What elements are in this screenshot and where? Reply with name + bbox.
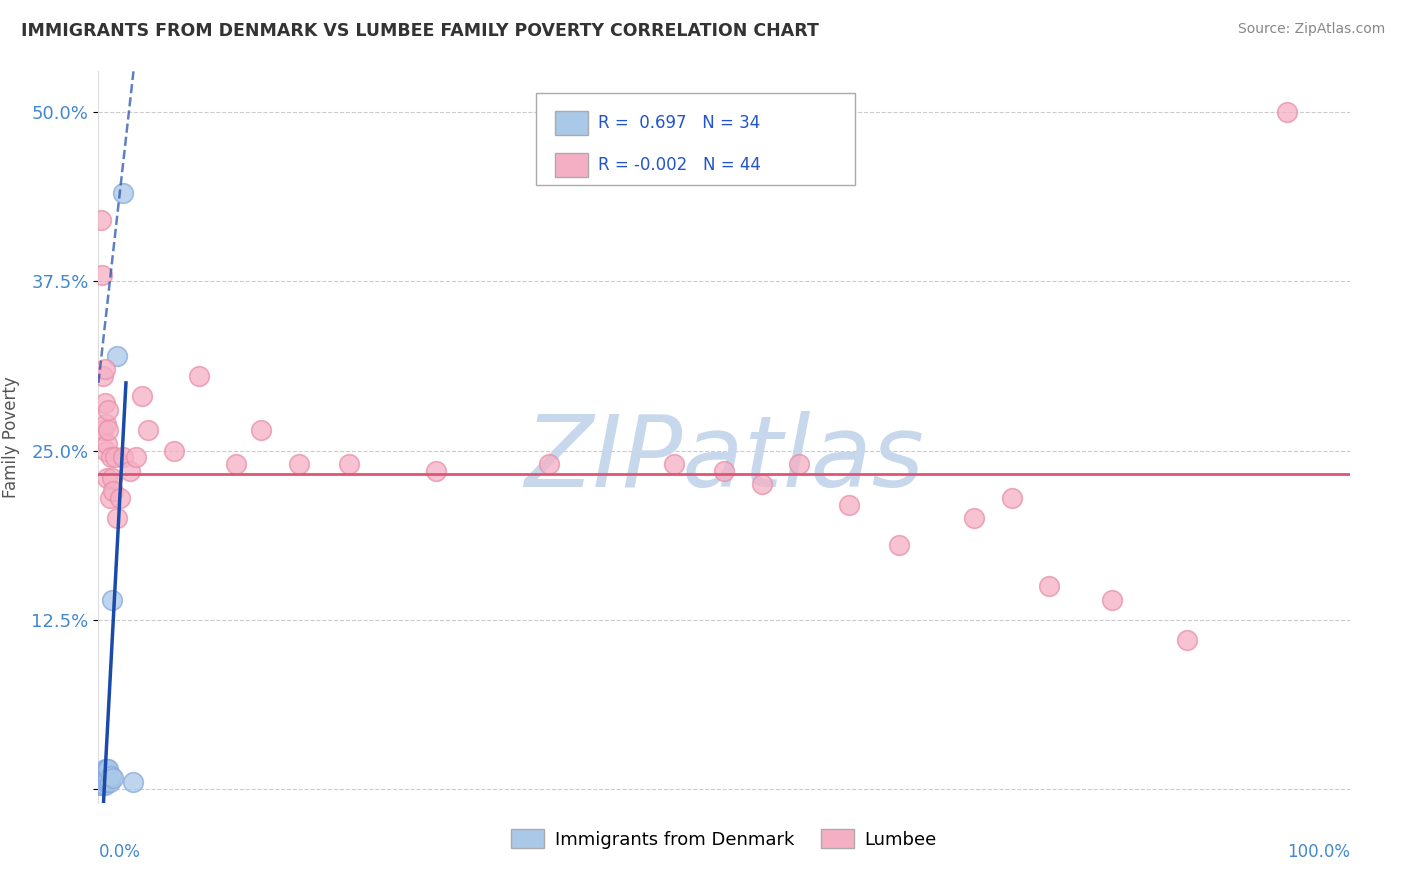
Point [103, 772, 125, 786]
Point [537, 457, 560, 471]
Point [91, 268, 114, 282]
Point [93, 775, 115, 789]
Point [93, 778, 115, 792]
FancyBboxPatch shape [555, 153, 588, 177]
Point [100, 769, 122, 783]
Point [93, 369, 115, 384]
Point [112, 186, 135, 201]
Point [337, 457, 360, 471]
Point [118, 464, 141, 478]
Text: IMMIGRANTS FROM DENMARK VS LUMBEE FAMILY POVERTY CORRELATION CHART: IMMIGRANTS FROM DENMARK VS LUMBEE FAMILY… [21, 22, 818, 40]
Point [96, 471, 118, 485]
Point [94, 417, 117, 431]
Point [838, 498, 860, 512]
Point [93, 770, 115, 784]
Point [101, 471, 124, 485]
FancyBboxPatch shape [536, 94, 855, 185]
Point [122, 775, 145, 789]
Text: R =  0.697   N = 34: R = 0.697 N = 34 [598, 114, 761, 132]
Point [93, 423, 115, 437]
Point [162, 443, 184, 458]
Point [93, 362, 115, 376]
Point [89, 775, 111, 789]
Point [1001, 491, 1024, 505]
Point [112, 450, 135, 465]
Text: Source: ZipAtlas.com: Source: ZipAtlas.com [1237, 22, 1385, 37]
Point [250, 423, 273, 437]
Point [93, 772, 115, 786]
Point [105, 511, 128, 525]
Point [131, 389, 153, 403]
Point [1277, 105, 1299, 120]
Point [93, 762, 115, 776]
Point [787, 457, 810, 471]
Point [91, 775, 114, 789]
Point [225, 457, 247, 471]
Point [187, 369, 209, 384]
Point [97, 762, 120, 776]
Point [713, 464, 735, 478]
Point [90, 213, 112, 227]
Point [97, 772, 120, 786]
Point [662, 457, 685, 471]
Point [91, 772, 114, 787]
Point [93, 772, 115, 787]
Text: R = -0.002   N = 44: R = -0.002 N = 44 [598, 156, 761, 174]
Legend: Immigrants from Denmark, Lumbee: Immigrants from Denmark, Lumbee [505, 822, 943, 856]
Point [93, 777, 115, 791]
Point [96, 769, 118, 783]
Point [125, 450, 148, 465]
Point [94, 774, 117, 789]
Point [108, 491, 131, 505]
FancyBboxPatch shape [555, 111, 588, 135]
Point [97, 423, 120, 437]
Point [93, 396, 115, 410]
Text: 100.0%: 100.0% [1286, 843, 1350, 861]
Point [93, 774, 115, 789]
Point [287, 457, 309, 471]
Point [1175, 633, 1198, 648]
Point [90, 777, 112, 791]
Point [98, 491, 121, 505]
Point [94, 443, 117, 458]
Text: 0.0%: 0.0% [98, 843, 141, 861]
Point [751, 477, 773, 491]
Point [94, 766, 117, 780]
Point [96, 772, 118, 787]
Point [889, 538, 911, 552]
Point [90, 772, 112, 786]
Point [1101, 592, 1123, 607]
Point [93, 766, 115, 780]
Point [138, 423, 160, 437]
Point [425, 464, 447, 478]
Point [96, 762, 118, 776]
Point [104, 450, 127, 465]
Point [90, 774, 112, 789]
Point [91, 778, 114, 792]
Text: ZIPatlas: ZIPatlas [524, 410, 924, 508]
Point [100, 450, 122, 465]
Point [103, 484, 125, 499]
Point [91, 769, 114, 783]
Point [105, 349, 128, 363]
Point [98, 775, 121, 789]
Point [1038, 579, 1060, 593]
Point [963, 511, 986, 525]
Y-axis label: Family Poverty: Family Poverty [3, 376, 20, 498]
Point [94, 775, 117, 789]
Point [101, 592, 124, 607]
Point [89, 778, 111, 792]
Point [97, 403, 120, 417]
Point [96, 437, 118, 451]
Point [94, 772, 117, 786]
